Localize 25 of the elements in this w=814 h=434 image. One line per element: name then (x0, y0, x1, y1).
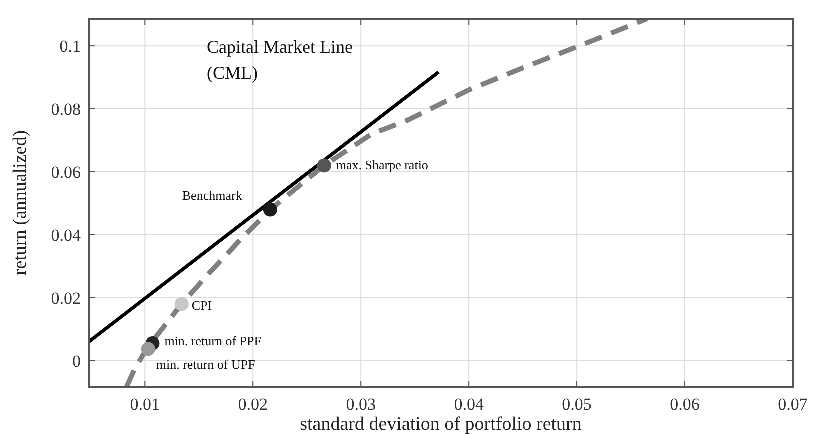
annotation: max. Sharpe ratio (336, 158, 428, 173)
x-tick-label: 0.01 (130, 395, 160, 414)
annotation: min. return of UPF (156, 357, 256, 372)
y-tick-label: 0.04 (51, 226, 82, 245)
x-tick-label: 0.07 (778, 395, 808, 414)
y-tick-label: 0.06 (51, 162, 81, 182)
y-tick-label: 0.08 (51, 100, 81, 119)
y-tick-label: 0 (72, 352, 81, 371)
x-tick-label: 0.02 (238, 395, 268, 414)
y-tick-label: 0.1 (60, 37, 81, 56)
y-axis-title: return (annualized) (10, 130, 31, 276)
x-tick-label: 0.06 (670, 395, 700, 414)
y-tick-label: 0.02 (51, 288, 81, 308)
annotation: min. return of PPF (164, 334, 262, 349)
point (141, 342, 156, 356)
x-axis-title: standard deviation of portfolio return (300, 414, 582, 434)
x-tick-label: 0.03 (346, 395, 376, 414)
point (317, 158, 332, 173)
annotation: Capital Market Line (CML) (207, 37, 353, 83)
x-tick-label: 0.05 (562, 395, 592, 414)
point (263, 202, 278, 217)
annotation: CPI (192, 298, 212, 314)
point (174, 297, 189, 312)
annotation: Benchmark (182, 188, 243, 203)
x-tick-label: 0.04 (454, 395, 484, 414)
